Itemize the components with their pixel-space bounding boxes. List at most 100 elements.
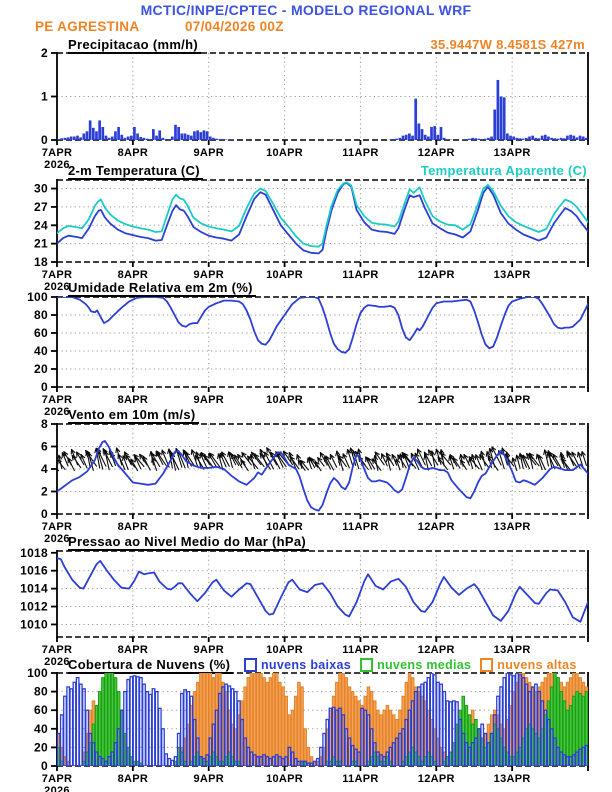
legend-swatch-icon bbox=[244, 658, 257, 672]
svg-text:2026: 2026 bbox=[44, 159, 70, 171]
run-datetime: 07/04/2026 00Z bbox=[185, 19, 284, 34]
panel-temp: 18 21 24 27 30 7APR 8APR 9APR 10APR 11APR 12APR 13A… bbox=[34, 179, 589, 293]
series-line bbox=[57, 181, 588, 248]
svg-text:13APR: 13APR bbox=[494, 147, 531, 159]
svg-text:9APR: 9APR bbox=[193, 521, 224, 533]
svg-text:0: 0 bbox=[41, 507, 48, 521]
svg-text:8: 8 bbox=[41, 417, 48, 431]
coordinates-label: 35.9447W 8.4581S 427m bbox=[430, 37, 585, 52]
svg-text:1012: 1012 bbox=[20, 600, 48, 614]
legend-item-0: nuvens baixas bbox=[244, 658, 351, 672]
svg-text:11APR: 11APR bbox=[342, 147, 378, 159]
panel-cloud-series bbox=[57, 673, 588, 766]
svg-text:1: 1 bbox=[41, 90, 48, 104]
series-line bbox=[57, 557, 588, 623]
svg-text:40: 40 bbox=[34, 344, 48, 358]
panel-title-humidity: Umidade Relativa em 2m (%) bbox=[68, 280, 256, 297]
svg-text:9APR: 9APR bbox=[193, 269, 224, 281]
legend-label: nuvens altas bbox=[497, 658, 577, 672]
svg-text:24: 24 bbox=[34, 218, 48, 232]
svg-text:12APR: 12APR bbox=[418, 394, 455, 406]
svg-text:8APR: 8APR bbox=[118, 147, 149, 159]
svg-text:2: 2 bbox=[41, 46, 48, 60]
svg-text:40: 40 bbox=[34, 722, 48, 736]
svg-text:18: 18 bbox=[34, 255, 48, 269]
svg-text:7APR: 7APR bbox=[42, 644, 73, 656]
svg-text:0: 0 bbox=[41, 133, 48, 147]
panel-temp-series bbox=[57, 181, 588, 255]
svg-text:9APR: 9APR bbox=[193, 773, 224, 785]
svg-text:11APR: 11APR bbox=[342, 773, 378, 785]
svg-text:8APR: 8APR bbox=[118, 644, 149, 656]
svg-text:7APR: 7APR bbox=[42, 147, 73, 159]
panel-title-wind: Vento em 10m (m/s) bbox=[68, 407, 199, 424]
legend-swatch-icon bbox=[480, 658, 494, 672]
svg-text:30: 30 bbox=[34, 182, 48, 196]
series-line bbox=[57, 439, 588, 512]
svg-text:27: 27 bbox=[34, 200, 48, 214]
svg-text:1010: 1010 bbox=[20, 617, 48, 631]
panel-precip: 0 1 2 7APR 8APR 9APR 10APR 11APR 12APR 13APR 2026 bbox=[41, 46, 589, 171]
svg-text:60: 60 bbox=[34, 326, 48, 340]
svg-text:11APR: 11APR bbox=[342, 521, 378, 533]
svg-text:1016: 1016 bbox=[20, 564, 48, 578]
svg-text:10APR: 10APR bbox=[266, 773, 303, 785]
legend-item-1: nuvens medias bbox=[360, 658, 471, 672]
panel-rh: 0 20 40 60 80 100 7APR 8APR 9APR 10APR 11APR 12APR 1… bbox=[27, 290, 589, 418]
svg-text:13APR: 13APR bbox=[494, 773, 531, 785]
svg-text:1014: 1014 bbox=[20, 582, 48, 596]
svg-text:11APR: 11APR bbox=[342, 269, 378, 281]
svg-text:21: 21 bbox=[34, 237, 48, 251]
svg-text:2026: 2026 bbox=[44, 406, 70, 418]
panel-pres-series bbox=[57, 557, 588, 623]
svg-text:20: 20 bbox=[34, 362, 48, 376]
svg-text:9APR: 9APR bbox=[193, 147, 224, 159]
panel-title-pressure: Pressao ao Nivel Medio do Mar (hPa) bbox=[68, 534, 310, 551]
panel-rh-series bbox=[57, 297, 588, 354]
svg-text:100: 100 bbox=[27, 290, 48, 304]
svg-text:7APR: 7APR bbox=[42, 394, 73, 406]
legend-swatch-icon bbox=[360, 658, 374, 672]
legend-item-2: nuvens altas bbox=[480, 658, 576, 672]
svg-text:80: 80 bbox=[34, 308, 48, 322]
svg-text:13APR: 13APR bbox=[494, 644, 531, 656]
svg-text:2026: 2026 bbox=[44, 785, 70, 792]
svg-text:6: 6 bbox=[41, 440, 48, 454]
svg-text:80: 80 bbox=[34, 685, 48, 699]
cloud-legend: nuvens baixas nuvens medias nuvens altas bbox=[244, 658, 577, 672]
svg-text:12APR: 12APR bbox=[418, 644, 455, 656]
svg-text:2026: 2026 bbox=[44, 656, 70, 668]
svg-text:9APR: 9APR bbox=[193, 644, 224, 656]
panel-title-temperature: 2-m Temperatura (C) bbox=[68, 163, 203, 180]
legend-label: nuvens medias bbox=[377, 658, 472, 672]
svg-text:11APR: 11APR bbox=[342, 644, 378, 656]
svg-text:60: 60 bbox=[34, 703, 48, 717]
legend-label: nuvens baixas bbox=[261, 658, 352, 672]
panel-cloud: 0 20 40 60 80 100 7APR 8APR 9APR 10APR 11APR 12APR 1… bbox=[27, 666, 589, 792]
svg-text:12APR: 12APR bbox=[418, 773, 455, 785]
model-title: MCTIC/INPE/CPTEC - MODELO REGIONAL WRF bbox=[140, 2, 472, 18]
svg-text:12APR: 12APR bbox=[418, 521, 455, 533]
svg-text:0: 0 bbox=[41, 759, 48, 773]
svg-text:8APR: 8APR bbox=[118, 394, 149, 406]
svg-text:13APR: 13APR bbox=[494, 521, 531, 533]
svg-text:10APR: 10APR bbox=[266, 269, 303, 281]
svg-text:0: 0 bbox=[41, 380, 48, 394]
svg-text:4: 4 bbox=[41, 462, 48, 476]
series-line bbox=[57, 182, 588, 255]
svg-text:2026: 2026 bbox=[44, 281, 70, 293]
panel-title-apparent-temperature: Temperatura Aparente (C) bbox=[420, 163, 587, 178]
svg-text:12APR: 12APR bbox=[418, 147, 455, 159]
panel-precip-series bbox=[57, 79, 588, 140]
svg-text:13APR: 13APR bbox=[494, 394, 531, 406]
svg-text:10APR: 10APR bbox=[266, 644, 303, 656]
svg-text:8APR: 8APR bbox=[118, 269, 149, 281]
panel-wind: 0 2 4 6 8 7APR 8APR 9APR 10APR 11APR 12APR 13APR 202… bbox=[41, 417, 589, 545]
svg-text:100: 100 bbox=[27, 666, 48, 680]
svg-text:8APR: 8APR bbox=[118, 521, 149, 533]
svg-text:1018: 1018 bbox=[20, 546, 48, 560]
svg-text:10APR: 10APR bbox=[266, 394, 303, 406]
svg-text:9APR: 9APR bbox=[193, 394, 224, 406]
svg-text:2026: 2026 bbox=[44, 533, 70, 545]
